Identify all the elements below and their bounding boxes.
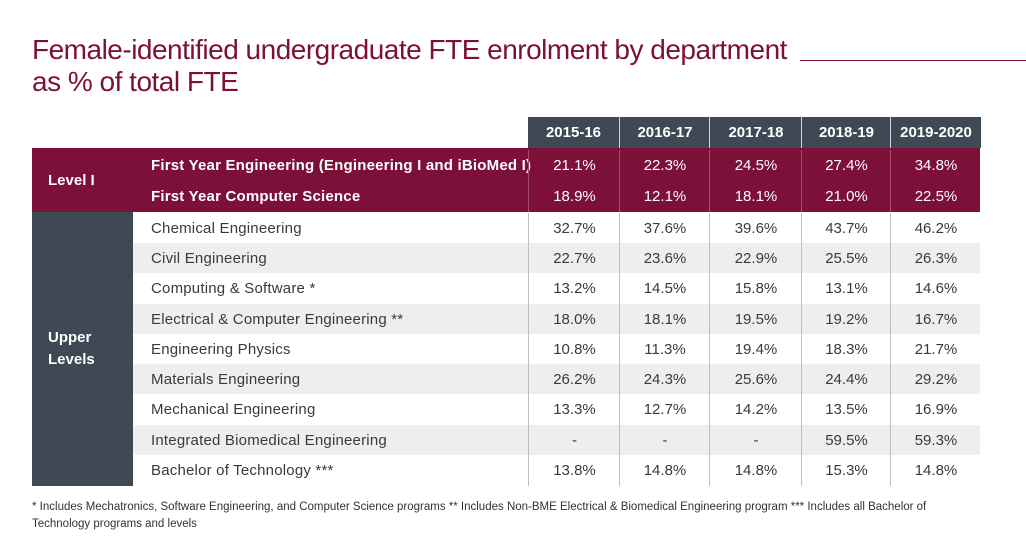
value-cell-2016-17: 14.5% bbox=[619, 273, 710, 304]
value-cell-2019-2020: 34.8% bbox=[890, 150, 981, 181]
value-cell-2019-2020: 16.7% bbox=[890, 304, 981, 334]
value-cell-2016-17: 12.7% bbox=[619, 394, 710, 425]
value-cell-2018-19: 25.5% bbox=[801, 243, 891, 273]
value-cell-2017-18: 15.8% bbox=[709, 273, 802, 304]
value-cell-2018-19: 19.2% bbox=[801, 304, 891, 334]
value-cell-2015-16: 13.8% bbox=[528, 455, 620, 486]
table-row: Chemical Engineering 32.7% 37.6% 39.6% 43.7%… bbox=[133, 213, 980, 243]
level-1-band bbox=[32, 148, 980, 212]
value-cell-2017-18: 39.6% bbox=[709, 213, 802, 243]
value-cell-2018-19: 13.1% bbox=[801, 273, 891, 304]
footnote: * Includes Mechatronics, Software Engine… bbox=[32, 501, 927, 530]
value-cell-2015-16: 10.8% bbox=[528, 334, 620, 364]
value-cell-2016-17: 18.1% bbox=[619, 304, 710, 334]
column-header-2017-18: 2017-18 bbox=[709, 117, 802, 148]
value-cell-2016-17: 37.6% bbox=[619, 213, 710, 243]
department-name: Electrical & Computer Engineering ** bbox=[151, 310, 404, 328]
upper-levels-band bbox=[32, 212, 133, 486]
value-cell-2018-19: 24.4% bbox=[801, 364, 891, 394]
column-header-2016-17: 2016-17 bbox=[619, 117, 710, 148]
value-cell-2015-16: 26.2% bbox=[528, 364, 620, 394]
table-row: Materials Engineering 26.2% 24.3% 25.6% 24.4… bbox=[133, 364, 980, 394]
group-label-upper-line-1: Upper bbox=[48, 329, 92, 346]
table-row: Electrical & Computer Engineering ** 18.0… bbox=[133, 304, 980, 334]
column-header-2018-19: 2018-19 bbox=[801, 117, 891, 148]
value-cell-2016-17: 11.3% bbox=[619, 334, 710, 364]
value-cell-2018-19: 21.0% bbox=[801, 181, 891, 212]
value-cell-2015-16: 32.7% bbox=[528, 213, 620, 243]
value-cell-2015-16: 18.9% bbox=[528, 181, 620, 212]
value-cell-2017-18: 25.6% bbox=[709, 364, 802, 394]
value-cell-2015-16: 13.3% bbox=[528, 394, 620, 425]
table-row: First Year Engineering (Engineering I an… bbox=[133, 150, 980, 181]
value-cell-2019-2020: 26.3% bbox=[890, 243, 981, 273]
value-cell-2015-16: 22.7% bbox=[528, 243, 620, 273]
department-name: Civil Engineering bbox=[151, 249, 267, 267]
value-cell-2017-18: 19.5% bbox=[709, 304, 802, 334]
department-name: Materials Engineering bbox=[151, 370, 301, 388]
value-cell-2019-2020: 14.6% bbox=[890, 273, 981, 304]
value-cell-2015-16: 21.1% bbox=[528, 150, 620, 181]
department-name: Mechanical Engineering bbox=[151, 401, 316, 418]
table-row: Integrated Biomedical Engineering - - -59.5… bbox=[133, 425, 980, 455]
value-cell-2019-2020: 29.2% bbox=[890, 364, 981, 394]
value-cell-2016-17: - bbox=[619, 425, 710, 455]
column-header-2015-16: 2015-16 bbox=[528, 117, 619, 148]
group-label-level-1: Level I bbox=[48, 172, 95, 189]
department-name: Bachelor of Technology *** bbox=[151, 462, 334, 479]
value-cell-2016-17: 24.3% bbox=[619, 364, 710, 394]
page-title: Female-identified undergraduate FTE enro… bbox=[32, 34, 792, 98]
value-cell-2017-18: 14.2% bbox=[709, 394, 802, 425]
table-row: First Year Computer Science 18.9% 12.1% 18.… bbox=[133, 181, 980, 212]
value-cell-2016-17: 14.8% bbox=[619, 455, 710, 486]
value-cell-2017-18: 24.5% bbox=[709, 150, 802, 181]
value-cell-2017-18: - bbox=[709, 425, 802, 455]
value-cell-2018-19: 15.3% bbox=[801, 455, 891, 486]
value-cell-2015-16: - bbox=[528, 425, 620, 455]
table-row: Computing & Software * 13.2% 14.5% 15.8% 13.… bbox=[133, 273, 980, 304]
department-name: First Year Engineering (Engineering I an… bbox=[151, 157, 532, 174]
value-cell-2018-19: 18.3% bbox=[801, 334, 891, 364]
value-cell-2019-2020: 16.9% bbox=[890, 394, 981, 425]
table-row: Mechanical Engineering 13.3% 12.7% 14.2% 13.… bbox=[133, 394, 980, 425]
value-cell-2018-19: 13.5% bbox=[801, 394, 891, 425]
title-line-2: as % of total FTE bbox=[32, 66, 239, 97]
value-cell-2018-19: 43.7% bbox=[801, 213, 891, 243]
value-cell-2016-17: 22.3% bbox=[619, 150, 710, 181]
value-cell-2015-16: 18.0% bbox=[528, 304, 620, 334]
value-cell-2019-2020: 59.3% bbox=[890, 425, 981, 455]
value-cell-2017-18: 19.4% bbox=[709, 334, 802, 364]
value-cell-2018-19: 59.5% bbox=[801, 425, 891, 455]
value-cell-2016-17: 12.1% bbox=[619, 181, 710, 212]
table-row: Engineering Physics 10.8% 11.3% 19.4% 18.3% 2… bbox=[133, 334, 980, 364]
value-cell-2019-2020: 14.8% bbox=[890, 455, 981, 486]
value-cell-2017-18: 18.1% bbox=[709, 181, 802, 212]
department-name: Engineering Physics bbox=[151, 340, 291, 358]
department-name: Integrated Biomedical Engineering bbox=[151, 431, 387, 449]
department-name: Chemical Engineering bbox=[151, 219, 302, 237]
table-row: Civil Engineering 22.7% 23.6% 22.9% 25.5% 26.… bbox=[133, 243, 980, 273]
column-header-2019-2020: 2019-2020 bbox=[890, 117, 981, 148]
value-cell-2019-2020: 21.7% bbox=[890, 334, 981, 364]
value-cell-2017-18: 22.9% bbox=[709, 243, 802, 273]
group-label-upper-line-2: Levels bbox=[48, 351, 95, 368]
title-divider bbox=[800, 60, 1026, 61]
value-cell-2015-16: 13.2% bbox=[528, 273, 620, 304]
department-name: Computing & Software * bbox=[151, 280, 316, 297]
value-cell-2016-17: 23.6% bbox=[619, 243, 710, 273]
value-cell-2019-2020: 22.5% bbox=[890, 181, 981, 212]
group-label-upper-levels: Upper Levels bbox=[48, 327, 95, 371]
department-name: First Year Computer Science bbox=[151, 188, 361, 205]
value-cell-2019-2020: 46.2% bbox=[890, 213, 981, 243]
value-cell-2017-18: 14.8% bbox=[709, 455, 802, 486]
title-line-1: Female-identified undergraduate FTE enro… bbox=[32, 34, 787, 65]
value-cell-2018-19: 27.4% bbox=[801, 150, 891, 181]
table-row: Bachelor of Technology *** 13.8% 14.8% 14.8… bbox=[133, 455, 980, 486]
